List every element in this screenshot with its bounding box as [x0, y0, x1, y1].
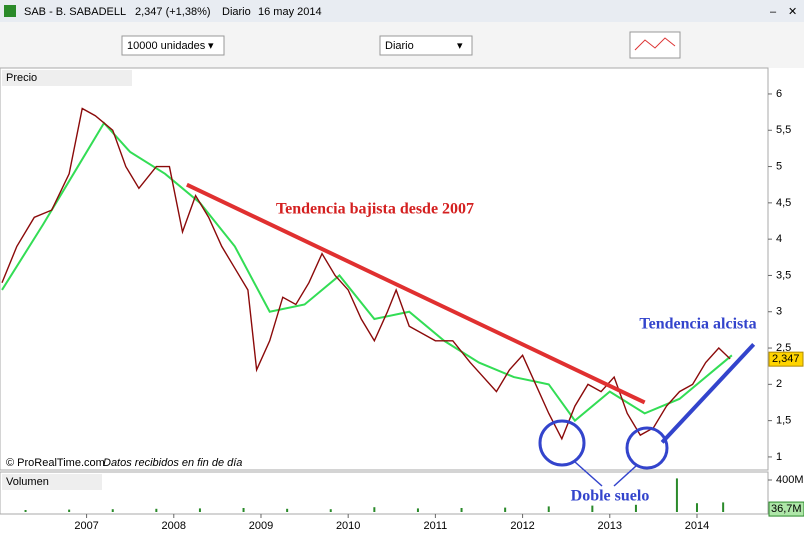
volume-panel: [0, 471, 769, 515]
quote: 2,347 (+1,38%): [135, 6, 211, 18]
units-select[interactable]: [121, 35, 225, 56]
x-tick-label: 2010: [336, 520, 360, 532]
credit: © ProRealTime.com: [6, 457, 105, 469]
volume-bar: [675, 478, 678, 512]
volume-bar: [695, 503, 698, 512]
volume-bar: [329, 509, 332, 512]
volume-bar: [155, 508, 158, 512]
volume-bar: [24, 510, 27, 512]
x-tick-label: 2013: [598, 520, 622, 532]
units-text: 10000 unidades: [127, 40, 206, 52]
volume-marker-label: 36,7M: [771, 503, 802, 515]
price-panel: [0, 67, 769, 471]
volume-bar: [373, 507, 376, 512]
x-tick-label: 2007: [74, 520, 98, 532]
app-icon: [4, 5, 16, 17]
volume-bar: [547, 506, 550, 512]
period-select[interactable]: [379, 35, 473, 56]
y-tick-label: 4: [776, 233, 782, 245]
y-tick-label: 400M: [776, 474, 804, 486]
annotation: Tendencia alcista: [639, 316, 756, 333]
price-marker-label: 2,347: [772, 353, 800, 365]
volume-bar: [504, 507, 507, 512]
x-tick-label: 2009: [249, 520, 273, 532]
volume-bar: [416, 508, 419, 512]
y-tick-label: 2,5: [776, 342, 791, 354]
dropdown-arrow: ▾: [457, 40, 463, 52]
circle-marker: [625, 426, 669, 470]
volume-bar: [591, 505, 594, 512]
y-tick-label: 4,5: [776, 197, 791, 209]
annotation: Doble suelo: [571, 488, 650, 505]
panel-title: Volumen: [6, 476, 49, 488]
title-bar: [0, 0, 804, 22]
volume-bar: [460, 508, 463, 512]
volume-bar: [634, 504, 637, 512]
price-line: [1, 107, 731, 441]
dropdown-arrow: ▾: [208, 40, 214, 52]
panel-title: Precio: [6, 72, 37, 84]
y-tick-label: 1: [776, 451, 782, 463]
x-tick-label: 2011: [424, 520, 448, 532]
note: Datos recibidos en fin de día: [103, 457, 242, 469]
y-tick-label: 3,5: [776, 269, 791, 281]
trendline: [660, 343, 756, 444]
y-tick-label: 5,5: [776, 124, 791, 136]
plot: 1 1,5 2 2,5 3 3,5 4 4,5 5 5,5 6 2007 2008 2009 2010 201…: [1, 88, 804, 532]
period: Diario: [222, 6, 251, 18]
y-tick-label: 6: [776, 88, 782, 100]
x-tick-label: 2012: [510, 520, 534, 532]
volume-bar: [722, 502, 725, 512]
y-tick-label: 1,5: [776, 415, 791, 427]
y-tick-label: 3: [776, 306, 782, 318]
pointer: [613, 465, 637, 487]
volume-bar: [198, 508, 201, 512]
panel-header: [2, 474, 102, 490]
volume-bar: [68, 509, 71, 512]
close[interactable]: ✕: [788, 6, 797, 18]
minimize[interactable]: –: [770, 6, 777, 18]
circle-marker: [538, 419, 586, 467]
pointer: [574, 461, 603, 487]
title: SAB - B. SABADELL: [24, 6, 126, 18]
period-text: Diario: [385, 40, 414, 52]
price-marker: [768, 351, 804, 367]
x-tick-label: 2008: [162, 520, 186, 532]
volume-bar: [286, 508, 289, 512]
volume-bar: [242, 508, 245, 512]
date: 16 may 2014: [258, 6, 322, 18]
button-icon: [634, 37, 676, 51]
annotation: Tendencia bajista desde 2007: [276, 201, 474, 218]
panel-header: [2, 70, 132, 86]
volume-bar: [111, 509, 114, 512]
volume-marker: [768, 501, 804, 517]
y-tick-label: 2: [776, 378, 782, 390]
x-tick-label: 2014: [685, 520, 709, 532]
y-tick-label: 5: [776, 160, 782, 172]
trendline: [186, 182, 646, 405]
indicator-button[interactable]: [629, 31, 681, 59]
